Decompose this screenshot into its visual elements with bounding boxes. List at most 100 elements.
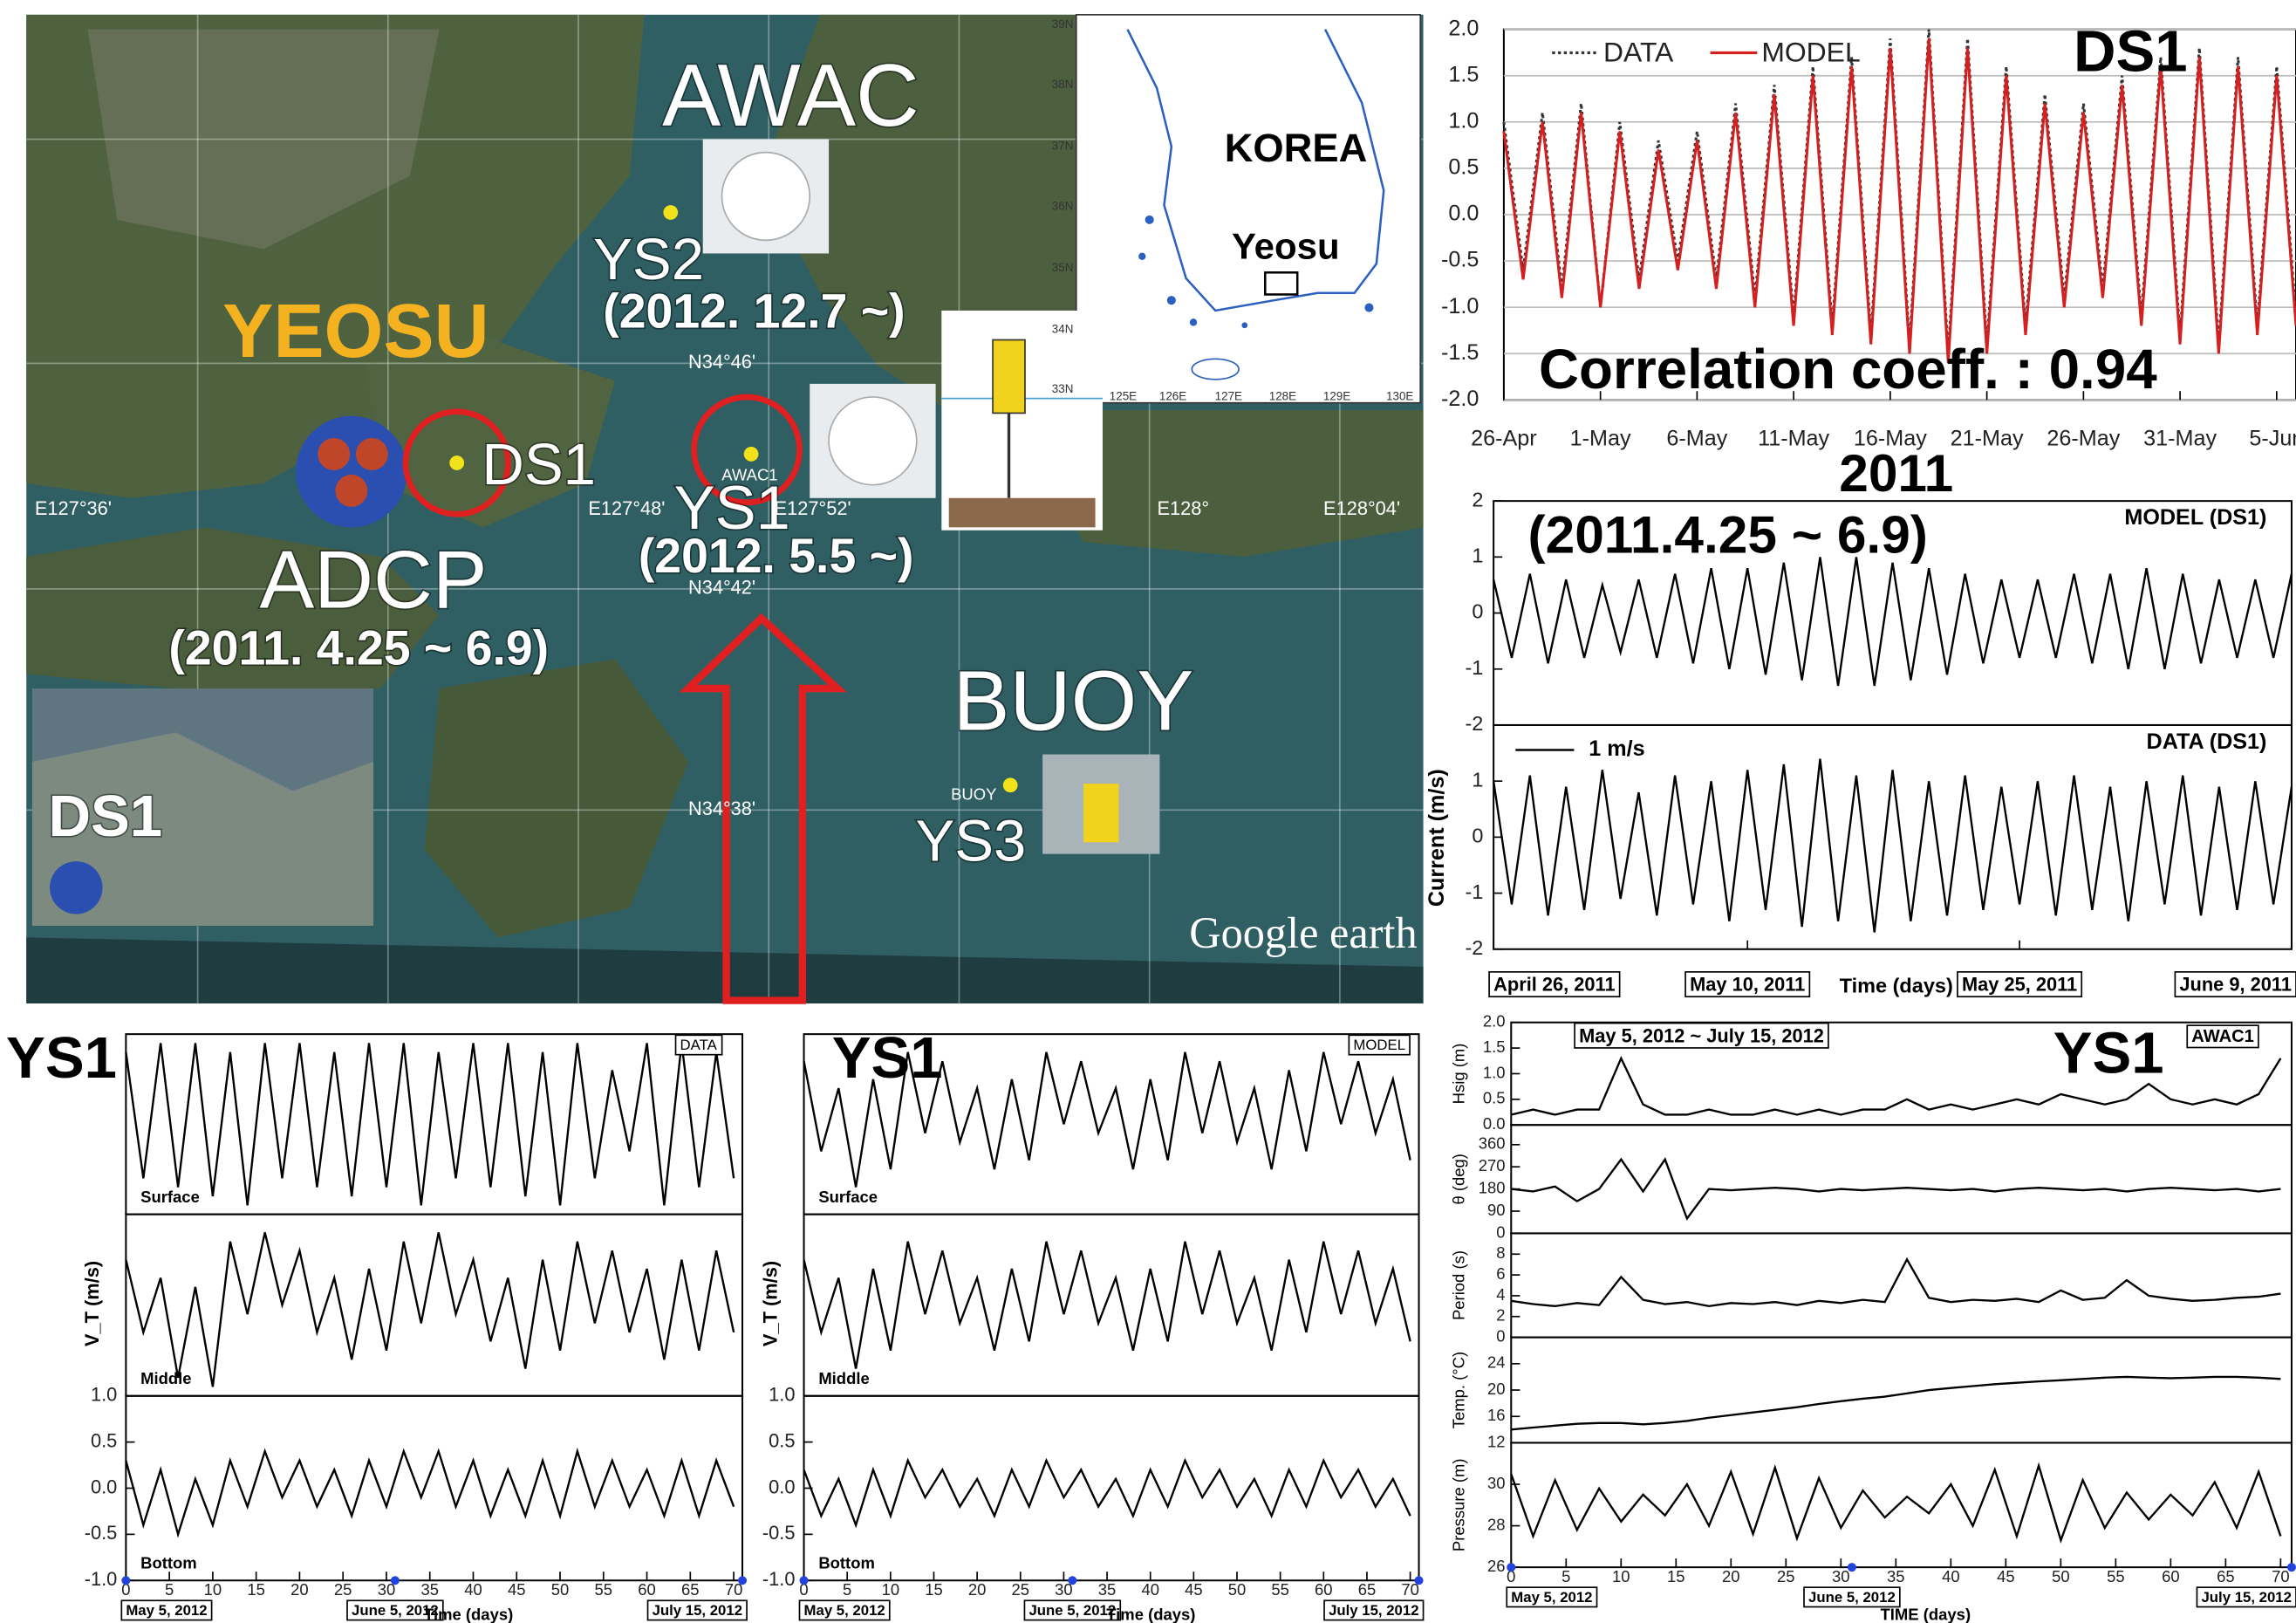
panel-label: Middle bbox=[140, 1369, 191, 1387]
y-tick-label: 360 bbox=[1479, 1134, 1506, 1153]
y-axis-label: θ (deg) bbox=[1449, 1154, 1467, 1204]
y-tick-label: 2.0 bbox=[1448, 16, 1479, 40]
x-tick-label: 26-May bbox=[2047, 426, 2120, 450]
y-tick-label: 2 bbox=[1472, 488, 1483, 510]
title: YS1 bbox=[2053, 1021, 2164, 1086]
x-tick-label: 31-May bbox=[2143, 426, 2217, 450]
lon-label: 128E bbox=[1269, 390, 1296, 403]
x-tick-label: 15 bbox=[247, 1580, 265, 1599]
google-logo: Google earth bbox=[1189, 908, 1417, 957]
lon-label: 125E bbox=[1110, 390, 1137, 403]
y-tick-label: 0.0 bbox=[91, 1476, 117, 1497]
xlabel: 2011 bbox=[1839, 443, 1953, 503]
y-axis-label: Temp. (°C) bbox=[1449, 1352, 1467, 1428]
xlabel: Time (days) bbox=[424, 1605, 513, 1623]
map-label: YS2 bbox=[593, 227, 704, 292]
x-tick-label: 45 bbox=[1185, 1580, 1203, 1599]
lat-label: 39N bbox=[1052, 17, 1074, 31]
title: YS1 bbox=[6, 1025, 117, 1091]
ylabel: V_T (m/s) bbox=[759, 1261, 781, 1346]
map-label: AWAC bbox=[662, 47, 919, 145]
x-tick-label: 40 bbox=[1942, 1567, 1960, 1585]
date-tick bbox=[1068, 1576, 1076, 1585]
y-tick-label: 0 bbox=[1472, 600, 1483, 623]
y-tick-label: 0 bbox=[1472, 825, 1483, 847]
date-label: July 15, 2012 bbox=[653, 1602, 742, 1619]
y-tick-label: 0.0 bbox=[1448, 202, 1479, 226]
annotation: Correlation coeff. : 0.94 bbox=[1539, 338, 2157, 401]
lon-label: 126E bbox=[1159, 390, 1186, 403]
y-tick-label: 1.5 bbox=[1483, 1037, 1506, 1056]
y-tick-label: 1 bbox=[1472, 768, 1483, 791]
lat-label: 38N bbox=[1052, 78, 1074, 91]
x-tick-label: 65 bbox=[681, 1580, 700, 1599]
lat-label: 35N bbox=[1052, 261, 1074, 274]
grid-label: E128° bbox=[1157, 497, 1209, 519]
date-tick bbox=[2287, 1563, 2296, 1572]
x-tick-label: 15 bbox=[1667, 1567, 1685, 1585]
y-tick-label: -1 bbox=[1465, 656, 1483, 679]
date-label: June 5, 2012 bbox=[1028, 1602, 1116, 1619]
y-tick-label: -0.5 bbox=[762, 1522, 796, 1544]
lat-label: 34N bbox=[1052, 322, 1074, 335]
korea-inset bbox=[1076, 15, 1420, 403]
lat-label: 33N bbox=[1052, 382, 1074, 395]
grid-label: E127°48' bbox=[588, 497, 665, 519]
awac-instrument bbox=[722, 153, 810, 241]
x-tick-label: 15 bbox=[925, 1580, 943, 1599]
date-tick bbox=[1507, 1563, 1515, 1572]
lon-label: 129E bbox=[1323, 390, 1350, 403]
y-tick-label: 1.0 bbox=[91, 1384, 117, 1406]
y-tick-label: 90 bbox=[1487, 1201, 1506, 1219]
awac-instrument bbox=[829, 397, 917, 485]
lat-label: 37N bbox=[1052, 139, 1074, 152]
y-axis-label: Pressure (m) bbox=[1449, 1458, 1467, 1551]
country-label: KOREA bbox=[1225, 126, 1368, 170]
x-tick-label: 40 bbox=[464, 1580, 482, 1599]
grid-label: N34°42' bbox=[688, 577, 755, 599]
x-tick-label: 26-Apr bbox=[1471, 426, 1537, 450]
buoy-diagram bbox=[993, 340, 1025, 414]
y-tick-label: 0 bbox=[1496, 1222, 1505, 1241]
y-tick-label: 0.5 bbox=[769, 1429, 795, 1451]
map-panel: AWAC YS2 (2012. 12.7 ~) YEOSU DS1 YS1 (2… bbox=[26, 15, 1423, 1003]
y-tick-label: -0.5 bbox=[1441, 248, 1479, 272]
adcp-icon bbox=[50, 861, 102, 914]
y-tick-label: 20 bbox=[1487, 1380, 1506, 1398]
x-tick-label: 50 bbox=[2052, 1567, 2070, 1585]
legend-label: DATA bbox=[1603, 37, 1674, 68]
y-tick-label: 0.5 bbox=[1483, 1089, 1506, 1107]
y-tick-label: -0.5 bbox=[85, 1522, 118, 1544]
title: YS1 bbox=[832, 1025, 943, 1091]
date-label: July 15, 2012 bbox=[1329, 1602, 1418, 1619]
y-tick-label: -1.0 bbox=[85, 1568, 118, 1590]
x-tick-label: April 26, 2011 bbox=[1493, 974, 1615, 996]
x-tick-label: 65 bbox=[1358, 1580, 1377, 1599]
pin-label: BUOY bbox=[951, 784, 996, 803]
y-tick-label: -1.0 bbox=[762, 1568, 796, 1590]
x-tick-label: 10 bbox=[204, 1580, 222, 1599]
xlabel: Time (days) bbox=[1840, 975, 1953, 997]
y-tick-label: 26 bbox=[1487, 1557, 1506, 1575]
y-tick-label: 180 bbox=[1479, 1178, 1506, 1196]
y-tick-label: 0.5 bbox=[91, 1429, 117, 1451]
x-tick-label: 40 bbox=[1141, 1580, 1159, 1599]
y-tick-label: 30 bbox=[1487, 1474, 1506, 1492]
x-tick-label: 11-May bbox=[1758, 426, 1829, 450]
y-tick-label: 2.0 bbox=[1483, 1012, 1506, 1031]
x-tick-label: 35 bbox=[1098, 1580, 1117, 1599]
x-tick-label: 25 bbox=[1012, 1580, 1030, 1599]
date-label: July 15, 2012 bbox=[2201, 1589, 2291, 1606]
y-tick-label: 16 bbox=[1487, 1406, 1506, 1424]
grid-label: E128°04' bbox=[1323, 497, 1400, 519]
date-tick bbox=[391, 1576, 400, 1585]
y-tick-label: 2 bbox=[1496, 1306, 1505, 1325]
x-tick-label: 55 bbox=[1271, 1580, 1289, 1599]
lat-label: 36N bbox=[1052, 199, 1074, 212]
grid-label: N34°46' bbox=[688, 351, 755, 373]
x-tick-label: 5-Jun bbox=[2249, 426, 2296, 450]
x-tick-label: 65 bbox=[2217, 1567, 2235, 1585]
x-tick-label: 1-May bbox=[1570, 426, 1631, 450]
map-label: YS3 bbox=[915, 808, 1026, 873]
x-tick-label: 6-May bbox=[1666, 426, 1727, 450]
